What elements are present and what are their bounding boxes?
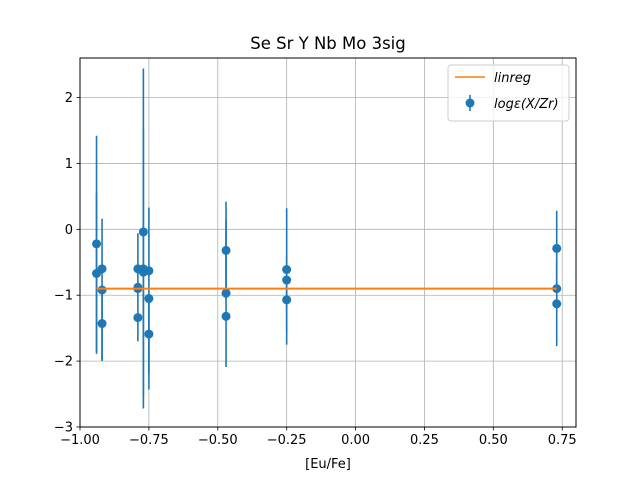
y-tick-label: 0 bbox=[65, 223, 73, 238]
data-layer bbox=[92, 68, 562, 409]
x-tick-label: −1.00 bbox=[60, 433, 100, 448]
data-point bbox=[552, 299, 562, 309]
legend-box bbox=[447, 64, 570, 122]
x-tick-label: 0.50 bbox=[479, 433, 508, 448]
y-tick-label: 2 bbox=[65, 91, 73, 106]
plot-frame bbox=[79, 57, 577, 428]
x-tick-label: −0.75 bbox=[129, 433, 169, 448]
data-point bbox=[97, 285, 107, 295]
data-point bbox=[221, 288, 231, 298]
legend-errorbar-swatch-marker bbox=[465, 98, 475, 108]
chart-title: Se Sr Y Nb Mo 3sig bbox=[250, 34, 406, 53]
data-point bbox=[282, 265, 292, 275]
x-tick-label: 0.25 bbox=[410, 433, 439, 448]
x-tick-label: 0.75 bbox=[548, 433, 577, 448]
data-point bbox=[144, 294, 154, 304]
x-tick-label: −0.25 bbox=[267, 433, 307, 448]
legend: linreg logε(X/Zr) bbox=[447, 64, 570, 122]
tick-layer: −1.00 −0.75 −0.50 −0.25 0.00 0.25 0.50 0.75 −3 −2… bbox=[54, 91, 577, 448]
data-point bbox=[282, 275, 292, 285]
y-tick-label: −1 bbox=[54, 289, 73, 304]
data-point bbox=[138, 227, 148, 237]
data-point bbox=[133, 313, 143, 323]
data-point bbox=[144, 329, 154, 339]
data-point bbox=[221, 245, 231, 255]
x-tick-label: 0.00 bbox=[341, 433, 370, 448]
x-axis-label: [Eu/Fe] bbox=[305, 457, 351, 472]
data-point bbox=[97, 264, 107, 274]
y-tick-label: 1 bbox=[65, 157, 73, 172]
data-point bbox=[133, 282, 143, 292]
data-point bbox=[97, 319, 107, 329]
data-point bbox=[221, 311, 231, 321]
data-point bbox=[282, 295, 292, 305]
data-point bbox=[92, 239, 102, 249]
y-tick-label: −2 bbox=[54, 355, 73, 370]
y-tick-label: −3 bbox=[54, 421, 73, 436]
grid-layer bbox=[79, 58, 576, 428]
data-point bbox=[144, 266, 154, 276]
x-tick-label: −0.50 bbox=[198, 433, 238, 448]
data-point bbox=[552, 243, 562, 253]
legend-linreg-label: linreg bbox=[494, 71, 531, 86]
legend-errorbar-label: logε(X/Zr) bbox=[494, 97, 559, 112]
